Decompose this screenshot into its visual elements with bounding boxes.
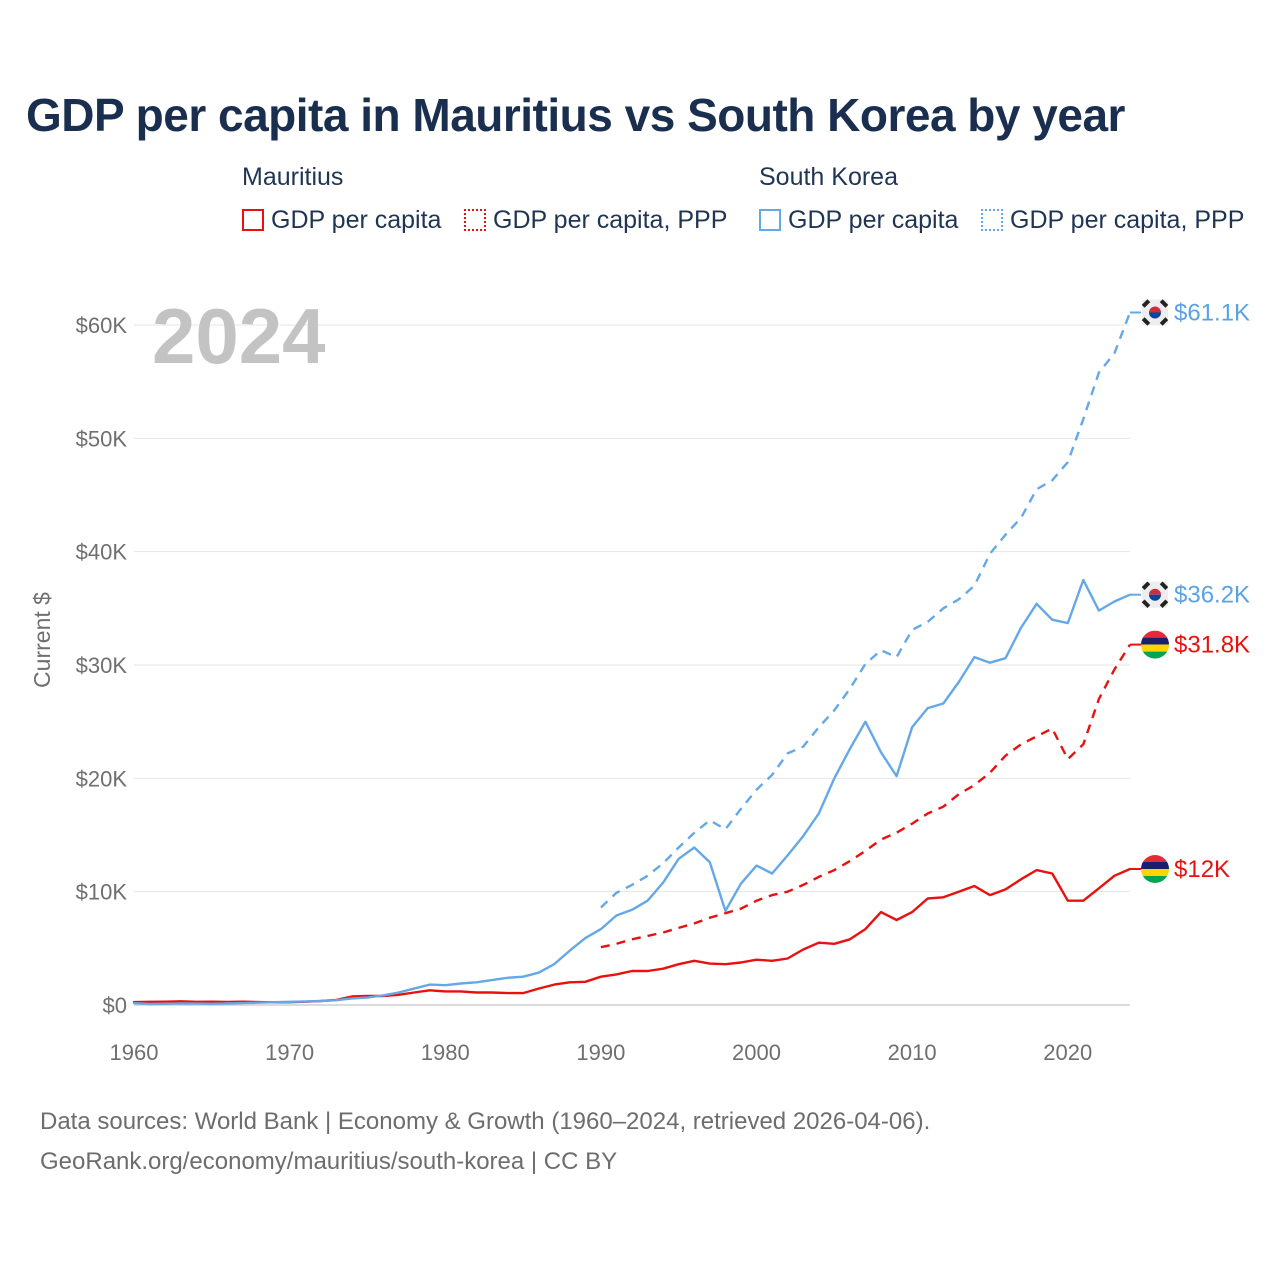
trigram xyxy=(1159,317,1169,326)
legend-label: GDP per capita, PPP xyxy=(1010,205,1245,234)
south-korea-flag-icon xyxy=(1130,299,1169,326)
legend-item-south-korea-gdp-ppp[interactable]: GDP per capita, PPP xyxy=(981,205,1244,235)
x-tick-label: 1970 xyxy=(265,1040,314,1065)
footer-sources: Data sources: World Bank | Economy & Gro… xyxy=(40,1108,931,1135)
legend-item-south-korea-gdp[interactable]: GDP per capita xyxy=(759,205,958,235)
flag-stripes xyxy=(1141,855,1169,883)
end-value-label: $12K xyxy=(1174,856,1230,883)
x-tick-label: 1990 xyxy=(576,1040,625,1065)
legend-item-mauritius-gdp-ppp[interactable]: GDP per capita, PPP xyxy=(464,205,727,235)
x-tick-label: 1980 xyxy=(421,1040,470,1065)
flag-stripe-red xyxy=(1141,630,1169,638)
legend-label: GDP per capita xyxy=(788,205,959,234)
trigram xyxy=(1159,581,1169,590)
trigram xyxy=(1159,299,1169,308)
x-tick-label: 2020 xyxy=(1043,1040,1092,1065)
y-tick-label: $0 xyxy=(103,993,127,1018)
flag-stripe-yellow xyxy=(1141,869,1169,876)
taegeuk-blue xyxy=(1149,312,1161,319)
end-value-label: $61.1K xyxy=(1174,300,1250,327)
chart-title: GDP per capita in Mauritius vs South Kor… xyxy=(26,89,1125,141)
end-value-label: $31.8K xyxy=(1174,632,1250,659)
legend-label: GDP per capita xyxy=(271,205,442,234)
legend-swatch-solid-blue xyxy=(759,209,781,231)
legend-swatch-solid-red xyxy=(242,209,264,231)
taegeuk-blue xyxy=(1149,594,1161,601)
flag-stripe-yellow xyxy=(1141,644,1169,652)
y-tick-label: $60K xyxy=(76,313,128,338)
x-tick-label: 1960 xyxy=(110,1040,159,1065)
legend-swatch-dotted-blue xyxy=(981,209,1003,231)
y-tick-label: $30K xyxy=(76,653,128,678)
trigram xyxy=(1141,599,1151,608)
trigram xyxy=(1141,317,1151,326)
y-axis-label: Current $ xyxy=(29,592,55,688)
legend-swatch-dotted-red xyxy=(464,209,486,231)
legend-item-mauritius-gdp[interactable]: GDP per capita xyxy=(242,205,441,235)
trigram xyxy=(1141,299,1151,308)
legend-group-mauritius: Mauritius xyxy=(242,163,344,191)
flag-stripe-green xyxy=(1141,651,1169,659)
footer-link[interactable]: GeoRank.org/economy/mauritius/south-kore… xyxy=(40,1148,618,1175)
y-tick-label: $40K xyxy=(76,540,128,565)
series-line-south-korea-gdp-per-capita-ppp xyxy=(600,312,1132,909)
south-korea-flag-icon xyxy=(1130,581,1169,608)
taegeuk-red xyxy=(1149,306,1161,313)
mauritius-flag-icon xyxy=(1130,855,1169,883)
y-tick-label: $50K xyxy=(76,426,128,451)
flag-stripe-red xyxy=(1141,855,1169,862)
year-label: 2024 xyxy=(152,292,326,380)
flag-stripes xyxy=(1141,630,1169,659)
flag-stripe-blue xyxy=(1141,637,1169,645)
taegeuk-red xyxy=(1149,588,1161,595)
mauritius-flag-icon xyxy=(1130,630,1169,659)
flag-stripe-blue xyxy=(1141,862,1169,869)
y-tick-label: $20K xyxy=(76,766,128,791)
end-value-label: $36.2K xyxy=(1174,582,1250,609)
series-line-mauritius-gdp-per-capita xyxy=(132,867,1132,1004)
legend-label: GDP per capita, PPP xyxy=(493,205,728,234)
flag-stripe-green xyxy=(1141,876,1169,883)
trigram xyxy=(1141,581,1151,590)
legend-group-south-korea: South Korea xyxy=(759,163,898,191)
series-line-south-korea-gdp-per-capita xyxy=(132,578,1132,1006)
x-tick-label: 2010 xyxy=(888,1040,937,1065)
series-line-mauritius-gdp-per-capita-ppp xyxy=(600,643,1132,949)
y-tick-label: $10K xyxy=(76,880,128,905)
trigram xyxy=(1159,599,1169,608)
x-tick-label: 2000 xyxy=(732,1040,781,1065)
